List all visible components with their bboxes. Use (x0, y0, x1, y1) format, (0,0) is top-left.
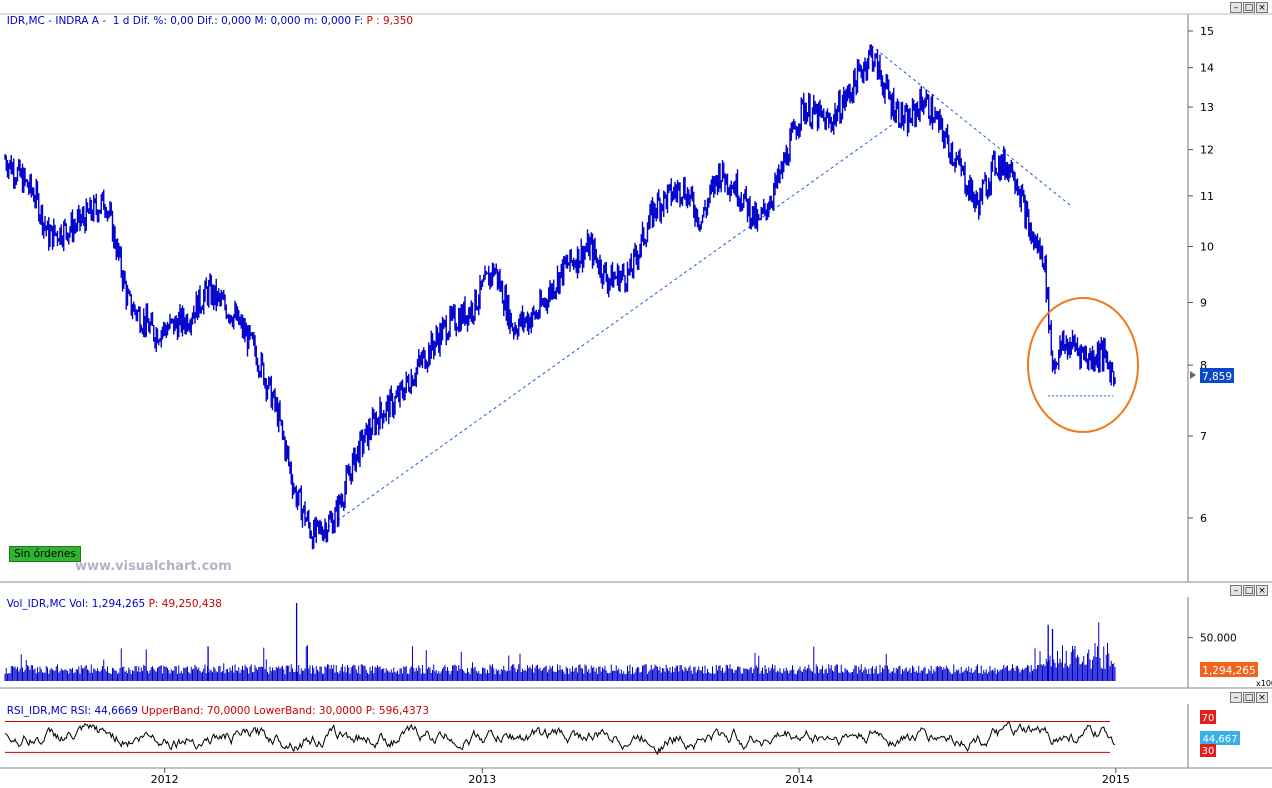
price-axis: 15 14 13 12 11 10 9 8 7 6 (1188, 25, 1214, 525)
price-tick-label: 8 (1200, 359, 1207, 372)
price-panel-header: IDR,MC - INDRA A - 1 d Dif. %: 0,00 Dif.… (6, 15, 414, 27)
panel-frames (0, 13, 1272, 769)
minimize-button[interactable]: – (1230, 585, 1242, 596)
price-tick-label: 6 (1200, 512, 1207, 525)
highlight-circle (1027, 297, 1139, 433)
volume-last-value: 1,294,265 (1202, 665, 1255, 677)
price-header-p: P : 9,350 (366, 15, 414, 27)
rsi-panel-window-buttons: – □ × (1230, 692, 1268, 703)
rsi-lower-badge: 30 (1202, 746, 1215, 757)
time-tick-label: 2014 (785, 773, 813, 786)
price-tick-label: 11 (1200, 190, 1214, 203)
volume-panel-header: Vol_IDR,MC Vol: 1,294,265 P: 49,250,438 (6, 598, 222, 610)
minimize-button[interactable]: – (1230, 2, 1242, 13)
volume-multiplier: x100 (1256, 679, 1272, 688)
maximize-button[interactable]: □ (1243, 692, 1255, 703)
price-series (4, 44, 1116, 550)
volume-axis: 50.000 (1188, 633, 1237, 645)
last-price-badge: 7,859 (1190, 368, 1234, 383)
price-tick-label: 7 (1200, 430, 1207, 443)
rsi-bands (5, 720, 1110, 753)
price-tick-label: 12 (1200, 144, 1214, 157)
price-tick-label: 14 (1200, 62, 1214, 75)
rsi-series (4, 720, 1116, 756)
time-tick-label: 2012 (151, 773, 179, 786)
volume-bars (4, 603, 1116, 681)
price-panel-window-buttons: – □ × (1230, 2, 1268, 13)
minimize-button[interactable]: – (1230, 692, 1242, 703)
price-tick-label: 10 (1200, 241, 1214, 254)
price-tick-label: 9 (1200, 296, 1207, 309)
resistance-trendline (870, 44, 1072, 206)
support-trendline (312, 123, 894, 539)
rsi-upper-badge: 70 (1202, 713, 1215, 724)
price-tick-label: 13 (1200, 101, 1214, 114)
volume-badge: 1,294,265 x100 (1200, 662, 1272, 688)
close-button[interactable]: × (1256, 585, 1268, 596)
orders-badge[interactable]: Sin órdenes (9, 546, 81, 562)
time-tick-label: 2015 (1102, 773, 1130, 786)
time-tick-label: 2013 (468, 773, 496, 786)
rsi-line (4, 720, 1116, 756)
watermark: www.visualchart.com (75, 559, 232, 574)
volume-tick-label: 50.000 (1200, 633, 1237, 645)
trendlines (312, 44, 1114, 539)
volume-panel-window-buttons: – □ × (1230, 585, 1268, 596)
close-button[interactable]: × (1256, 692, 1268, 703)
last-price-value: 7,859 (1202, 371, 1232, 383)
rsi-badges: 70 44,667 30 (1200, 710, 1240, 757)
maximize-button[interactable]: □ (1243, 2, 1255, 13)
time-axis: 2012 2013 2014 2015 (151, 768, 1130, 786)
rsi-panel-header: RSI_IDR,MC RSI: 44,6669 UpperBand: 70,00… (6, 705, 430, 717)
maximize-button[interactable]: □ (1243, 585, 1255, 596)
price-tick-label: 15 (1200, 25, 1214, 38)
rsi-value-badge: 44,667 (1203, 734, 1238, 745)
close-button[interactable]: × (1256, 2, 1268, 13)
